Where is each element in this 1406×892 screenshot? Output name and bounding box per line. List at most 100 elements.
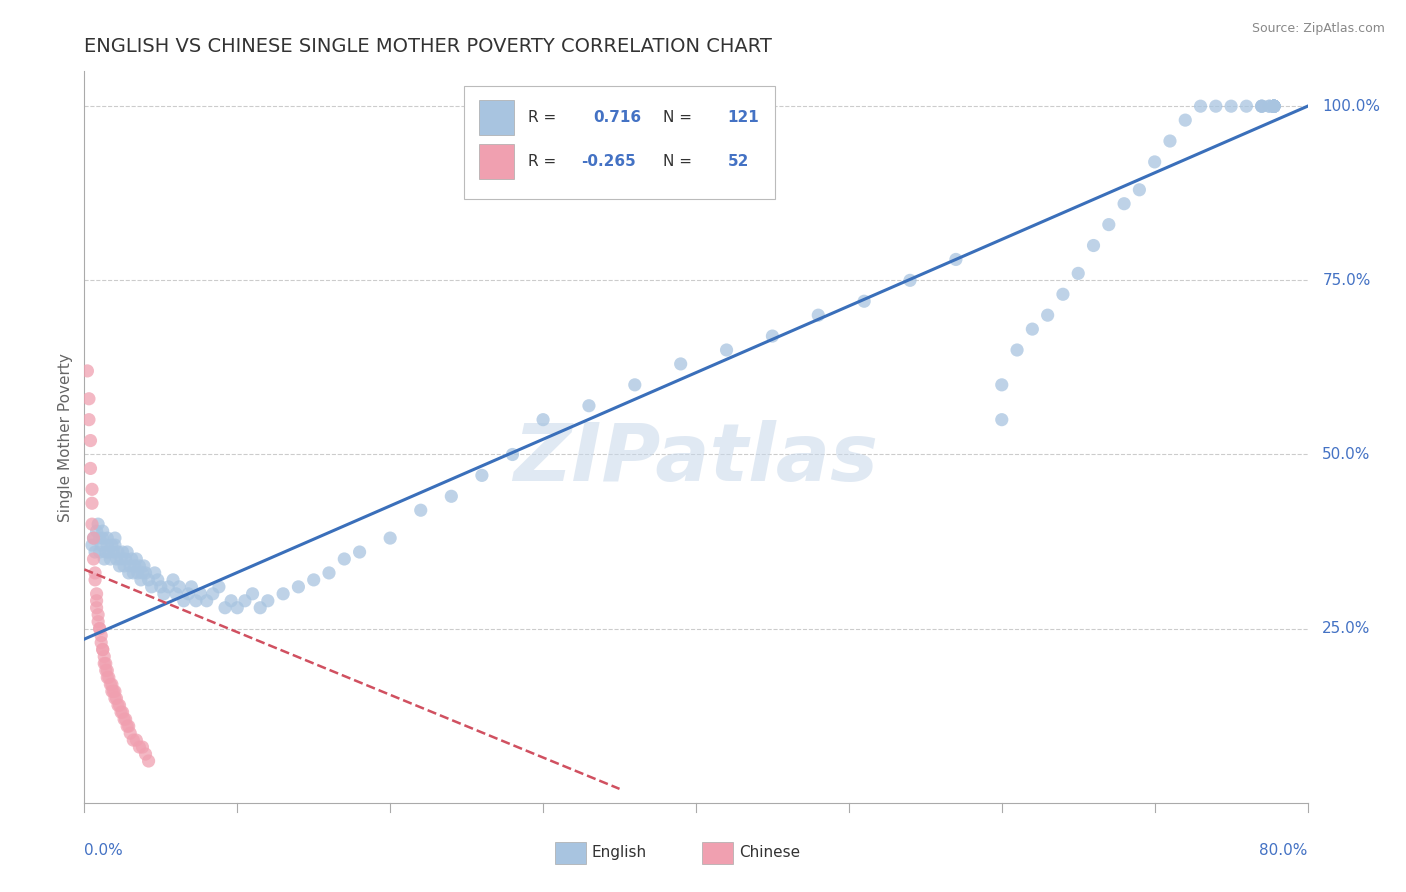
Point	[1098, 218, 1121, 232]
Point	[991, 412, 1014, 426]
Point	[104, 531, 127, 545]
Point	[1258, 99, 1281, 113]
Point	[80, 483, 103, 497]
Point	[86, 594, 108, 608]
Point	[143, 566, 166, 580]
Text: ENGLISH VS CHINESE SINGLE MOTHER POVERTY CORRELATION CHART: ENGLISH VS CHINESE SINGLE MOTHER POVERTY…	[84, 37, 772, 56]
Point	[1205, 99, 1227, 113]
Point	[101, 677, 124, 691]
Point	[90, 629, 112, 643]
Point	[80, 538, 103, 552]
Point	[165, 587, 187, 601]
Point	[104, 691, 127, 706]
Point	[1263, 99, 1285, 113]
Point	[97, 670, 120, 684]
Point	[1083, 238, 1105, 252]
Point	[80, 496, 103, 510]
Point	[440, 489, 463, 503]
Point	[242, 587, 264, 601]
Point	[208, 580, 231, 594]
Point	[1189, 99, 1212, 113]
Text: 75.0%: 75.0%	[1322, 273, 1371, 288]
Point	[125, 552, 148, 566]
Point	[471, 468, 494, 483]
Point	[89, 545, 111, 559]
Point	[1052, 287, 1074, 301]
Point	[107, 545, 129, 559]
Point	[84, 545, 107, 559]
Point	[107, 698, 129, 713]
Point	[138, 573, 160, 587]
Point	[1263, 99, 1285, 113]
Point	[349, 545, 371, 559]
Point	[669, 357, 692, 371]
Point	[87, 607, 110, 622]
Point	[129, 573, 152, 587]
Point	[271, 587, 294, 601]
Text: Chinese: Chinese	[738, 845, 800, 860]
Point	[128, 558, 150, 573]
Point	[120, 558, 142, 573]
Point	[96, 538, 118, 552]
Point	[716, 343, 738, 357]
Text: English: English	[592, 845, 647, 860]
Point	[86, 587, 108, 601]
Point	[190, 587, 212, 601]
Point	[94, 657, 117, 671]
Point	[1263, 99, 1285, 113]
Point	[141, 580, 163, 594]
Point	[96, 670, 118, 684]
Point	[162, 573, 184, 587]
Point	[167, 580, 190, 594]
Point	[1236, 99, 1258, 113]
Point	[118, 719, 141, 733]
Point	[87, 615, 110, 629]
Point	[226, 600, 249, 615]
Point	[96, 531, 118, 545]
Point	[89, 531, 111, 545]
Point	[287, 580, 309, 594]
FancyBboxPatch shape	[479, 100, 513, 135]
Point	[101, 538, 124, 552]
Text: Source: ZipAtlas.com: Source: ZipAtlas.com	[1251, 22, 1385, 36]
Point	[333, 552, 356, 566]
Point	[132, 558, 155, 573]
Point	[124, 558, 146, 573]
Point	[135, 747, 157, 761]
Point	[122, 733, 145, 747]
Point	[1159, 134, 1181, 148]
Point	[180, 580, 202, 594]
Point	[118, 566, 141, 580]
Text: 0.716: 0.716	[593, 110, 641, 125]
Point	[105, 691, 128, 706]
Point	[112, 712, 135, 726]
Y-axis label: Single Mother Poverty: Single Mother Poverty	[58, 352, 73, 522]
Point	[138, 754, 160, 768]
Point	[86, 600, 108, 615]
Point	[201, 587, 224, 601]
Point	[125, 733, 148, 747]
FancyBboxPatch shape	[702, 841, 733, 863]
Point	[1263, 99, 1285, 113]
Point	[114, 552, 136, 566]
Point	[1250, 99, 1272, 113]
Point	[195, 594, 218, 608]
Point	[1263, 99, 1285, 113]
Point	[93, 649, 115, 664]
Point	[1263, 99, 1285, 113]
Point	[98, 677, 121, 691]
Point	[1258, 99, 1281, 113]
Point	[157, 580, 180, 594]
Point	[131, 566, 153, 580]
FancyBboxPatch shape	[555, 841, 586, 863]
Point	[91, 524, 114, 538]
Point	[83, 552, 105, 566]
Point	[1263, 99, 1285, 113]
Point	[79, 434, 101, 448]
FancyBboxPatch shape	[464, 86, 776, 200]
Point	[945, 252, 967, 267]
Point	[90, 538, 112, 552]
Point	[91, 642, 114, 657]
Point	[104, 538, 127, 552]
Point	[233, 594, 256, 608]
